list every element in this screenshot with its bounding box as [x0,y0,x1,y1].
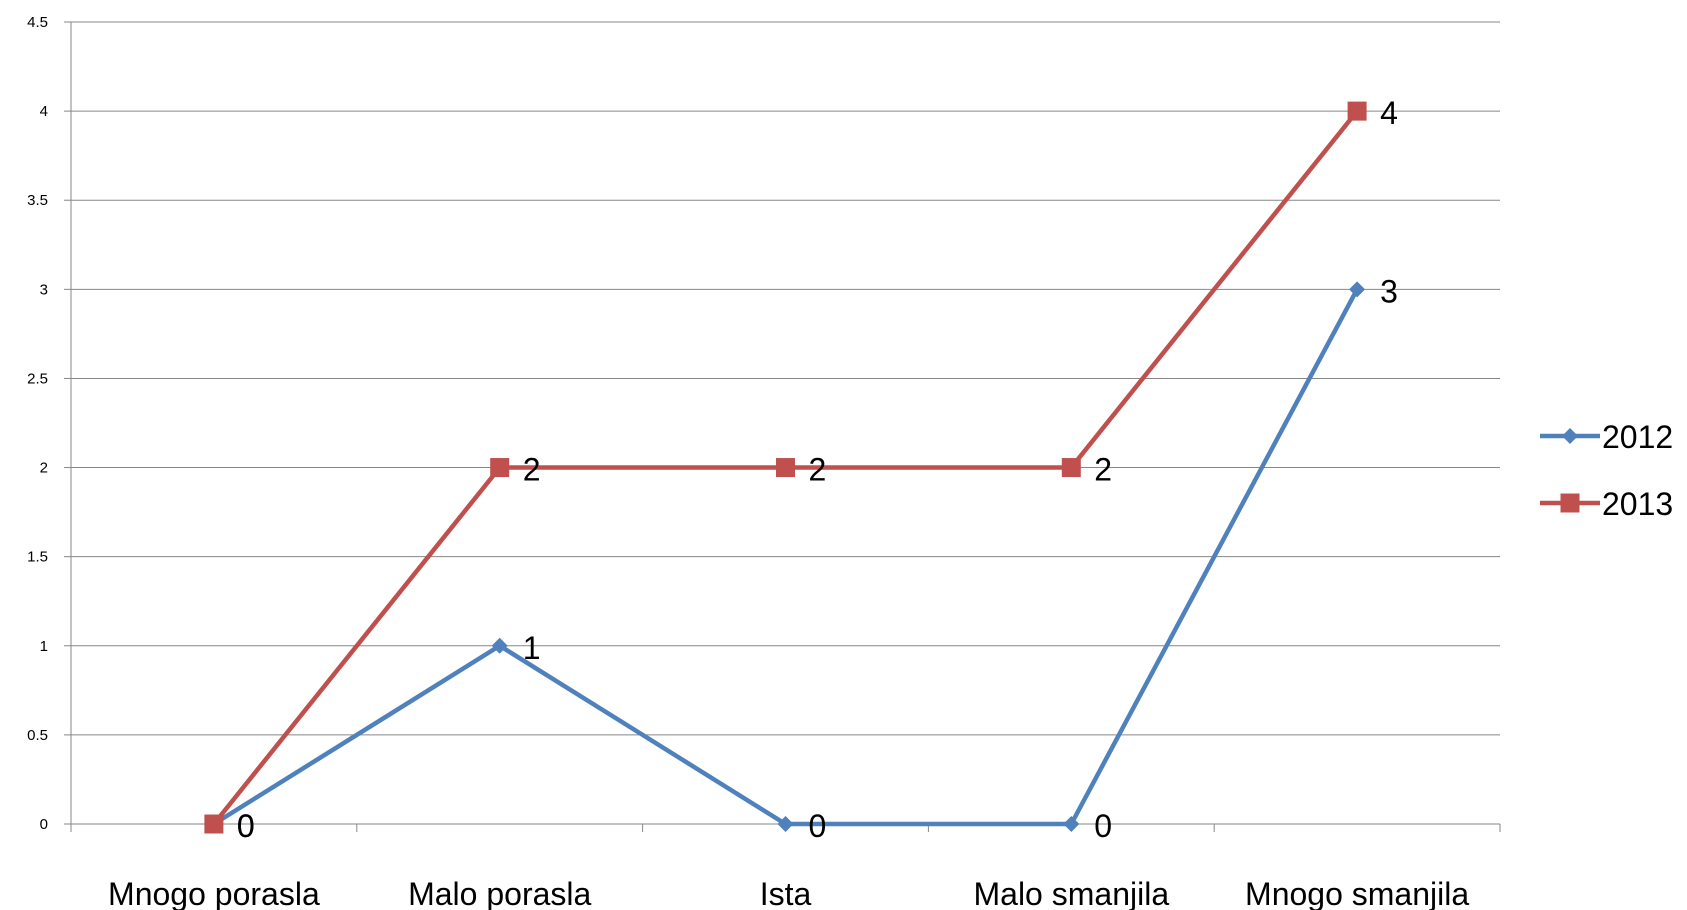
y-tick-label: 3.5 [27,192,48,209]
y-tick-label: 0.5 [27,727,48,744]
data-point-marker [1062,458,1081,477]
x-category-label: Malo porasla [408,876,591,910]
y-tick-label: 2 [40,460,48,477]
data-point-marker [776,458,795,477]
y-tick-label: 1 [40,638,48,655]
legend-label: 2013 [1602,486,1673,522]
legend-marker [1562,428,1578,444]
data-label: 3 [1380,273,1398,309]
y-tick-label: 4.5 [27,14,48,31]
y-tick-label: 4 [40,103,48,120]
x-category-label: Malo smanjila [973,876,1169,910]
legend-item: 2013 [1540,486,1673,522]
data-point-marker [490,458,509,477]
data-label: 0 [237,808,255,844]
data-label: 4 [1380,95,1398,131]
legend: 2012 2013 [1540,419,1673,522]
data-label: 2 [809,452,827,488]
y-tick-label: 1.5 [27,549,48,566]
data-point-marker [1348,102,1367,121]
data-label: 0 [809,808,827,844]
x-category-label: Ista [760,876,812,910]
data-label: 2 [523,452,541,488]
x-category-label: Mnogo porasla [108,876,320,910]
data-point-marker [1063,816,1079,832]
x-axis: Mnogo porasla Malo porasla Ista Malo smanji… [71,824,1500,910]
data-label: 2 [1094,452,1112,488]
data-point-marker [204,815,223,834]
y-tick-label: 3 [40,281,48,298]
y-axis: 0 0.5 1 1.5 2 2.5 3 3.5 4 4.5 [27,14,71,833]
y-tick-label: 2.5 [27,370,48,387]
data-point-marker [1349,281,1365,297]
x-category-label: Mnogo smanjila [1245,876,1469,910]
data-label: 0 [1094,808,1112,844]
y-tick-label: 0 [40,816,48,833]
data-label: 1 [523,630,541,666]
legend-item: 2012 [1540,419,1673,455]
gridlines [71,22,1500,735]
legend-marker [1561,494,1580,513]
legend-label: 2012 [1602,419,1673,455]
